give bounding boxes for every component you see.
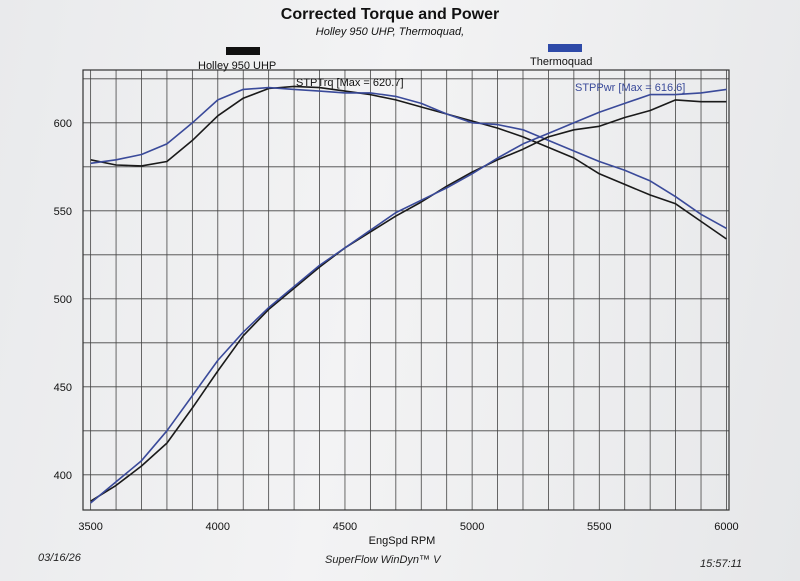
y-tick-label: 450 (54, 382, 72, 394)
x-axis-label: EngSpd RPM (369, 535, 436, 547)
torque-annotation: STPTrq [Max = 620.7] (296, 77, 404, 89)
series-line-thermoquad-torque (90, 86, 727, 230)
legend-holley: Holley 950 UHP (198, 47, 276, 72)
plot-frame (82, 69, 730, 511)
x-tick-label: 5000 (460, 521, 484, 533)
footer-time: 15:57:11 (700, 558, 743, 570)
legend-label-thermoquad: Thermoquad (530, 56, 592, 68)
x-tick-label: 4000 (206, 521, 230, 533)
x-tick-label: 5500 (587, 521, 611, 533)
y-tick-labels: 400 450 500 550 600 (54, 118, 72, 482)
grid-lines (83, 70, 729, 510)
power-annotation: STPPwr [Max = 616.6] (575, 82, 685, 94)
series-lines (90, 85, 727, 504)
y-tick-label: 600 (54, 118, 72, 130)
legend-swatch-thermoquad (548, 44, 582, 52)
x-tick-label: 4500 (333, 521, 357, 533)
y-tick-label: 400 (54, 470, 72, 482)
x-tick-labels: 3500 4000 4500 5000 5500 6000 (78, 521, 738, 533)
legend-label-holley: Holley 950 UHP (198, 60, 276, 72)
series-line-holley-950-uhp-power (90, 99, 727, 502)
chart-subtitle: Holley 950 UHP, Thermoquad, (315, 26, 465, 38)
x-tick-label: 6000 (714, 521, 738, 533)
series-line-thermoquad-power (90, 88, 727, 504)
series-line-holley-950-uhp-torque (90, 85, 727, 240)
legend-swatch-holley (226, 47, 260, 55)
footer-date: 03/16/26 (38, 552, 81, 564)
y-tick-label: 550 (54, 206, 72, 218)
chart-title: Corrected Torque and Power (280, 6, 500, 23)
x-tick-label: 3500 (78, 521, 102, 533)
y-tick-label: 500 (54, 294, 72, 306)
legend-thermoquad: Thermoquad (530, 44, 592, 68)
footer-software: SuperFlow WinDyn™ V (325, 554, 441, 566)
